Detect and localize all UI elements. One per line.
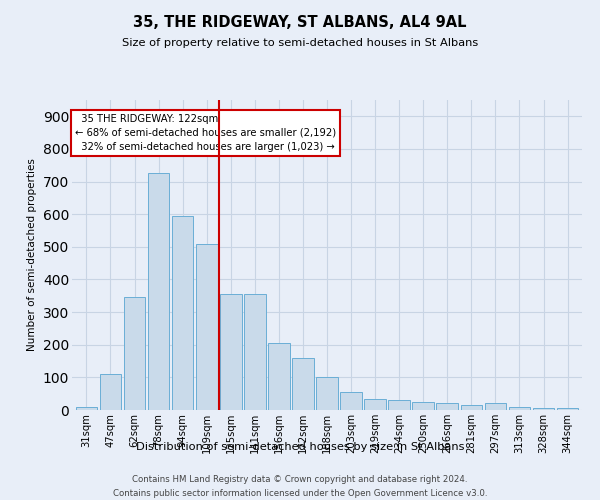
Text: Distribution of semi-detached houses by size in St Albans: Distribution of semi-detached houses by …: [136, 442, 464, 452]
Bar: [196, 244, 218, 410]
Bar: [340, 392, 362, 410]
Text: 35 THE RIDGEWAY: 122sqm
← 68% of semi-detached houses are smaller (2,192)
  32% : 35 THE RIDGEWAY: 122sqm ← 68% of semi-de…: [74, 114, 335, 152]
Bar: [244, 294, 266, 410]
Bar: [485, 404, 506, 410]
Bar: [388, 400, 410, 410]
Text: 35, THE RIDGEWAY, ST ALBANS, AL4 9AL: 35, THE RIDGEWAY, ST ALBANS, AL4 9AL: [133, 15, 467, 30]
Bar: [220, 294, 242, 410]
Bar: [172, 216, 193, 410]
Bar: [292, 358, 314, 410]
Bar: [100, 374, 121, 410]
Text: Contains HM Land Registry data © Crown copyright and database right 2024.
Contai: Contains HM Land Registry data © Crown c…: [113, 476, 487, 498]
Text: Size of property relative to semi-detached houses in St Albans: Size of property relative to semi-detach…: [122, 38, 478, 48]
Bar: [124, 298, 145, 410]
Bar: [148, 174, 169, 410]
Bar: [461, 405, 482, 410]
Bar: [316, 378, 338, 410]
Bar: [533, 408, 554, 410]
Bar: [364, 398, 386, 410]
Bar: [557, 408, 578, 410]
Bar: [412, 402, 434, 410]
Bar: [509, 406, 530, 410]
Bar: [268, 343, 290, 410]
Bar: [436, 404, 458, 410]
Bar: [76, 406, 97, 410]
Y-axis label: Number of semi-detached properties: Number of semi-detached properties: [27, 158, 37, 352]
